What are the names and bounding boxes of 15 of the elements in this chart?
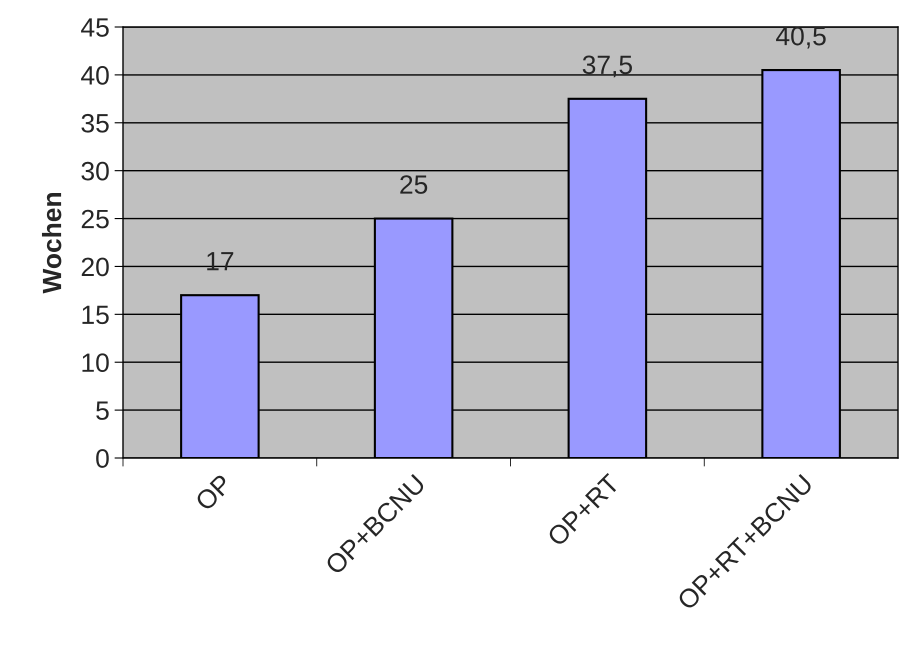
y-tick-label: 20: [82, 258, 109, 276]
y-tick-label: 10: [82, 353, 109, 372]
y-tick-label: 5: [96, 402, 109, 420]
data-label: 37,5: [582, 55, 632, 78]
y-tick-label: 35: [81, 114, 109, 133]
data-label: 40,5: [776, 26, 826, 49]
x-tick-label: OP: [194, 473, 233, 512]
data-label: 25: [400, 175, 428, 194]
y-tick-label: 30: [81, 162, 109, 180]
y-tick-label: 40: [81, 66, 109, 85]
y-tick-label: 0: [96, 449, 109, 468]
y-tick-label: 15: [82, 306, 109, 324]
y-tick-label: 45: [81, 18, 109, 37]
y-axis-title: Wochen: [42, 193, 62, 294]
y-tick-label: 25: [82, 210, 109, 228]
